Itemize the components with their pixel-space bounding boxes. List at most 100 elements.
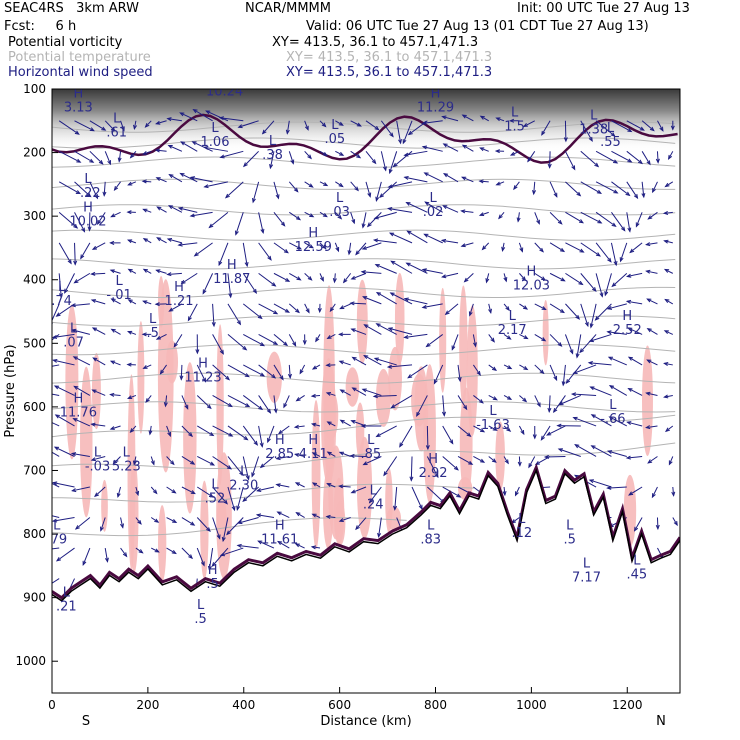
extremum-kind: H xyxy=(275,433,285,448)
wind-vector-head xyxy=(277,429,283,435)
extremum-kind: L xyxy=(509,309,517,324)
extremum-value: 12.59 xyxy=(295,240,332,255)
wind-vector-head xyxy=(606,450,613,454)
wind-vector xyxy=(222,517,229,542)
wind-vector xyxy=(327,421,336,427)
wind-vector-head xyxy=(361,246,367,250)
wind-vector-head xyxy=(541,337,547,342)
wind-vector-head xyxy=(142,151,148,155)
extremum-kind: H xyxy=(308,226,318,241)
wind-vector xyxy=(519,395,527,402)
wind-vector xyxy=(559,394,581,406)
x-tick-label: 1000 xyxy=(516,698,547,712)
wind-vector-head xyxy=(322,152,328,157)
wind-vector xyxy=(135,547,143,554)
wind-vector-head xyxy=(52,518,58,523)
pv-shade-blob xyxy=(411,373,427,427)
theta-contour xyxy=(52,401,676,413)
wind-vector xyxy=(258,303,278,315)
wind-vector-head xyxy=(205,110,211,115)
wind-vector-head xyxy=(52,481,58,486)
wind-vector xyxy=(262,120,275,134)
x-axis: 0 200 400 600 800 1000 1200 xyxy=(48,687,643,712)
wind-vector xyxy=(350,181,359,191)
wind-vector-head xyxy=(227,403,233,408)
wind-vector-head xyxy=(442,173,449,178)
wind-vector xyxy=(150,486,158,494)
pv-shade-blob xyxy=(157,279,174,473)
wind-vector xyxy=(339,451,351,457)
wind-vector xyxy=(73,356,91,366)
wind-vector-head xyxy=(492,426,498,431)
extremum-kind: L xyxy=(367,433,375,448)
wind-vector-head xyxy=(498,214,503,220)
wind-vector-head xyxy=(590,445,596,450)
wind-vector xyxy=(350,302,367,305)
wind-vector xyxy=(196,486,214,498)
wind-vector-head xyxy=(646,328,652,333)
extremum-label: L.45 xyxy=(627,554,648,583)
wind-vector-head xyxy=(251,472,256,478)
wind-vector-head xyxy=(594,316,600,321)
wind-vector xyxy=(227,395,250,407)
wind-vector xyxy=(416,395,428,417)
wind-vector-head xyxy=(110,213,116,218)
wind-vector-head xyxy=(604,291,609,297)
wind-vector xyxy=(488,303,492,313)
wind-vector-head xyxy=(389,132,394,138)
wind-vector-head xyxy=(245,403,251,408)
field-theta-xy: XY= 413.5, 36.1 to 457.1,471.3 xyxy=(286,50,493,65)
wind-vector-head xyxy=(319,276,324,282)
wind-vector xyxy=(380,120,394,137)
x-tick-label: 600 xyxy=(328,698,351,712)
wind-vector xyxy=(573,417,597,427)
wind-vector-head xyxy=(516,217,521,223)
wind-vector-head xyxy=(478,399,484,404)
wind-vector xyxy=(242,303,263,319)
wind-vector xyxy=(611,212,626,231)
extremum-label: H2.92 xyxy=(419,452,448,481)
extremum-label: L.12 xyxy=(511,512,532,541)
wind-vector xyxy=(595,303,612,321)
wind-vector-head xyxy=(159,369,165,375)
wind-vector xyxy=(565,303,580,320)
wind-vector-head xyxy=(472,342,477,348)
wind-vector-head xyxy=(350,420,356,424)
wind-vector xyxy=(503,334,511,340)
wind-vector xyxy=(391,395,413,409)
extremum-label: L5.23 xyxy=(112,445,141,474)
extremum-label: H11.76 xyxy=(60,391,97,420)
wind-vector-head xyxy=(335,246,340,253)
wind-vector xyxy=(589,333,612,342)
wind-vector xyxy=(665,181,674,187)
field-theta-name: Potential temperature xyxy=(8,50,151,65)
extremum-label: L7.17 xyxy=(572,557,601,586)
wind-vector xyxy=(334,273,336,283)
wind-vector-head xyxy=(39,445,43,448)
wind-vector-head xyxy=(36,549,40,552)
wind-vector-head xyxy=(154,302,160,307)
wind-vector xyxy=(227,273,232,298)
wind-vector xyxy=(443,173,459,183)
wind-vector-head xyxy=(625,299,632,304)
wind-vector-head xyxy=(375,433,381,438)
wind-vector-head xyxy=(523,366,529,371)
wind-vector xyxy=(534,364,544,374)
wind-vector-head xyxy=(595,252,601,257)
wind-vector xyxy=(74,181,91,197)
extremum-label: L1.38 xyxy=(579,109,608,138)
wind-vector-head xyxy=(75,190,82,195)
extremum-value: .5 xyxy=(564,533,576,548)
init-time: Init: 00 UTC Tue 27 Aug 13 xyxy=(517,1,690,16)
wind-vector xyxy=(626,212,631,232)
wind-vector-head xyxy=(558,401,564,406)
wind-vector-head xyxy=(221,536,226,543)
wind-vector-head xyxy=(224,193,230,199)
wind-vector-head xyxy=(72,356,78,361)
extremum-value: 11.29 xyxy=(417,100,454,115)
extremum-kind: L xyxy=(240,465,248,480)
wind-vector xyxy=(565,272,583,285)
wind-vector xyxy=(276,483,290,488)
wind-vector-head xyxy=(168,307,174,312)
wind-vector xyxy=(533,181,536,195)
